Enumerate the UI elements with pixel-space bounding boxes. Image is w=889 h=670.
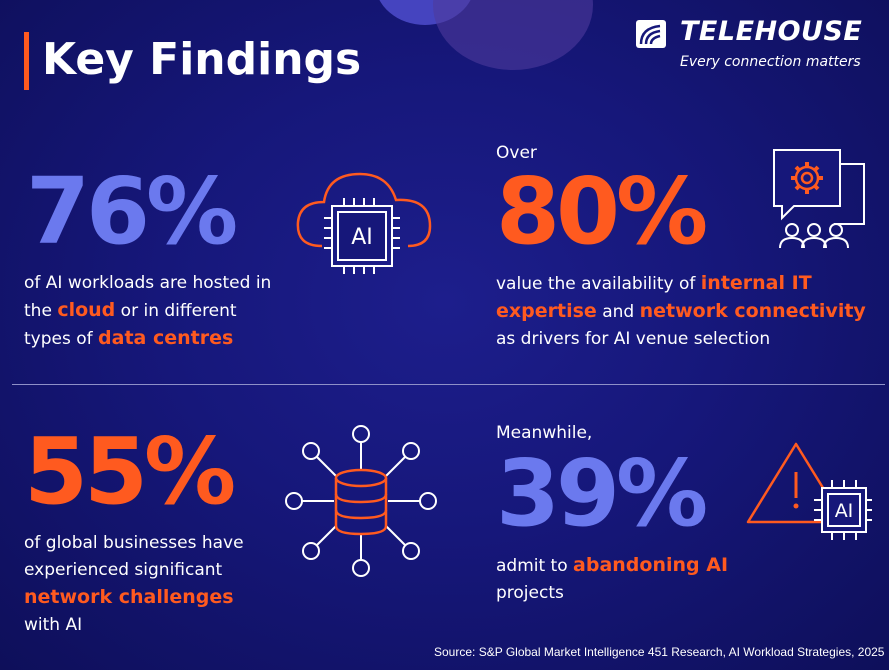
decorative-circle	[433, 0, 593, 70]
warning-ai-label: AI	[835, 500, 854, 522]
stat-80-description: value the availability of internal IT ex…	[496, 272, 866, 349]
cloud-ai-label: AI	[351, 225, 373, 250]
title-accent-bar	[24, 32, 29, 90]
page-title: Key Findings	[42, 34, 362, 85]
logo-tagline: Every connection matters	[680, 54, 861, 70]
stat-39-value: 39%	[496, 440, 708, 547]
stat-39-prefix: Meanwhile,	[496, 423, 593, 443]
stat-55-description: of global businesses have experienced si…	[24, 533, 244, 635]
telehouse-logo-icon	[636, 20, 666, 48]
stat-55-value: 55%	[24, 418, 236, 525]
logo-name: TELEHOUSE	[680, 16, 863, 47]
gear-chat-people-icon	[773, 149, 865, 249]
stat-76-value: 76%	[26, 158, 238, 265]
stat-76-description: of AI workloads are hosted in the cloud …	[24, 273, 272, 349]
stat-80-value: 80%	[496, 158, 708, 265]
cloud-ai-chip-icon: AI	[296, 172, 432, 274]
source-citation: Source: S&P Global Market Intelligence 4…	[434, 645, 885, 659]
section-divider	[12, 384, 885, 385]
database-network-icon	[285, 425, 437, 577]
stat-80-prefix: Over	[496, 143, 537, 163]
stat-39-description: admit to abandoning AI projects	[496, 554, 729, 603]
warning-ai-chip-icon: AI	[746, 442, 872, 540]
